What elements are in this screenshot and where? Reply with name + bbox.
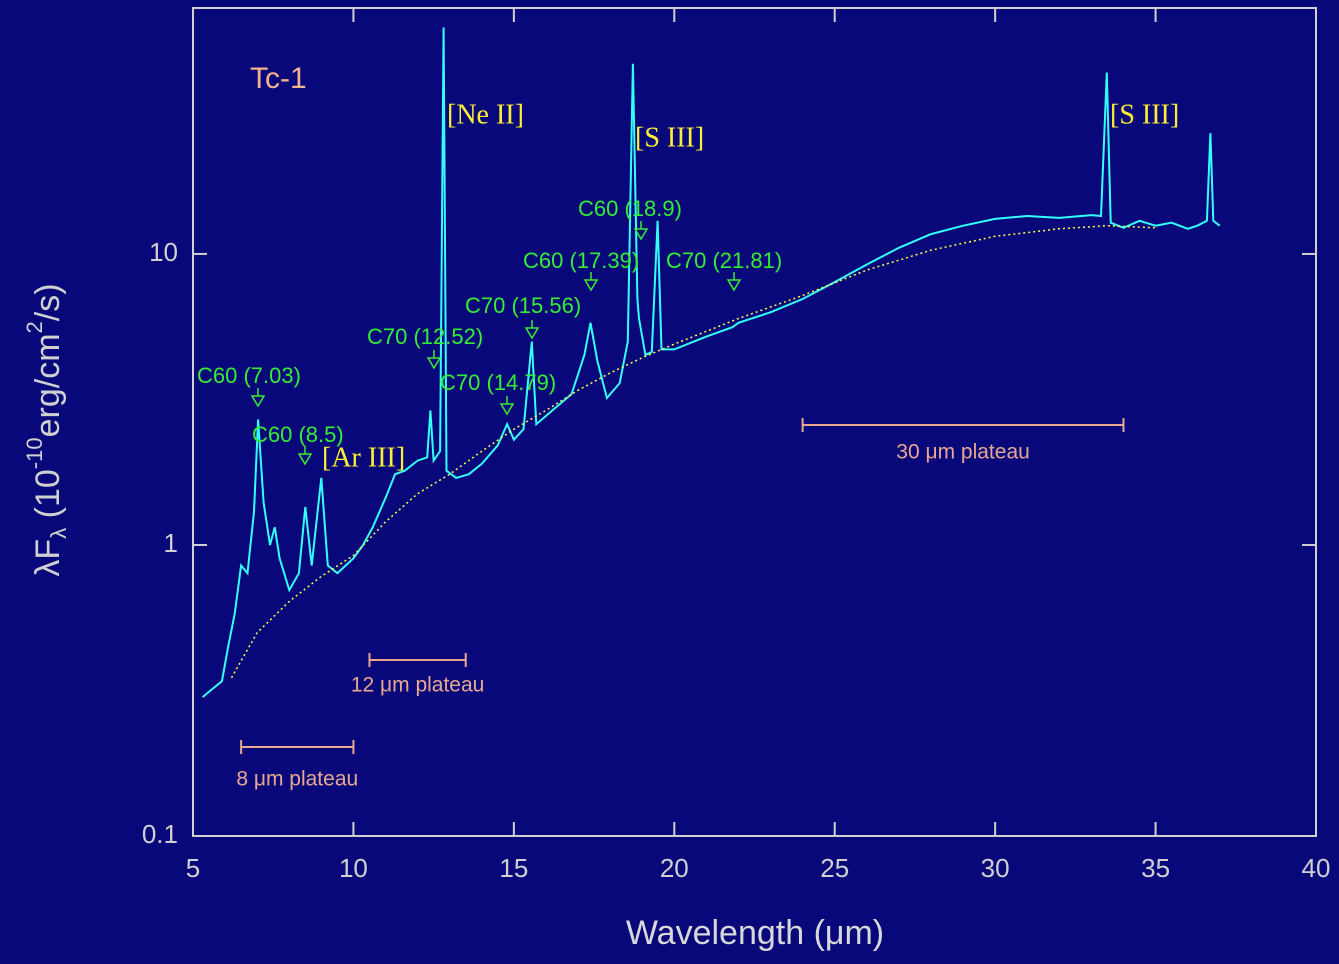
x-tick-label: 25: [820, 853, 849, 883]
feature-arrow: [583, 272, 599, 292]
feature-arrow: [250, 388, 266, 408]
spectrum-line: [201, 27, 1221, 698]
y-axis-label-part: 2: [22, 321, 47, 333]
feature-label: C60 (7.03): [197, 363, 301, 388]
continuum-line: [230, 224, 1156, 679]
y-axis-label-part: λF: [29, 539, 67, 577]
feature-label: C70 (14.79): [440, 370, 556, 395]
y-axis-label-part: (10: [29, 469, 67, 528]
x-tick-label: 5: [186, 853, 200, 883]
x-tick-label: 20: [660, 853, 689, 883]
plateau-label: 12 μm plateau: [351, 674, 485, 697]
line-label: [S III]: [1110, 99, 1179, 130]
feature-label: C70 (15.56): [465, 293, 581, 318]
x-tick-label: 15: [499, 853, 528, 883]
feature-arrow: [633, 221, 649, 241]
y-tick-label: 0.1: [142, 819, 178, 849]
chart-title: Tc-1: [250, 62, 307, 95]
feature-arrow: [297, 446, 313, 466]
feature-arrow: [524, 320, 540, 340]
x-tick-label: 10: [339, 853, 368, 883]
y-tick-label: 1: [164, 528, 178, 558]
feature-arrow: [499, 396, 515, 416]
feature-arrow: [726, 272, 742, 292]
x-tick-label: 35: [1141, 853, 1170, 883]
feature-label: C60 (17.39): [523, 248, 639, 273]
x-axis-label: Wavelength (μm): [626, 914, 884, 952]
y-axis-label-part: /s): [29, 283, 67, 321]
y-tick-label: 10: [149, 237, 178, 267]
feature-label: C70 (21.81): [666, 248, 782, 273]
plateau-label: 30 μm plateau: [896, 441, 1030, 464]
plateau-label: 8 μm plateau: [236, 768, 358, 791]
x-tick-label: 40: [1302, 853, 1331, 883]
line-label: [Ne II]: [447, 99, 524, 130]
feature-label: C70 (12.52): [367, 324, 483, 349]
line-label: [Ar III]: [322, 442, 405, 473]
feature-arrow: [426, 350, 442, 370]
x-tick-label: 30: [981, 853, 1010, 883]
y-axis-label-part: erg/cm: [29, 333, 67, 437]
y-axis-label-part: λ: [46, 528, 71, 539]
y-axis-label-part: -10: [22, 437, 47, 469]
y-axis-label: λFλ (10-10erg/cm2/s): [22, 283, 71, 576]
feature-label: C60 (8.5): [252, 422, 344, 447]
line-label: [S III]: [635, 122, 704, 153]
plot-frame: [192, 7, 1317, 837]
feature-label: C60 (18.9): [578, 196, 682, 221]
